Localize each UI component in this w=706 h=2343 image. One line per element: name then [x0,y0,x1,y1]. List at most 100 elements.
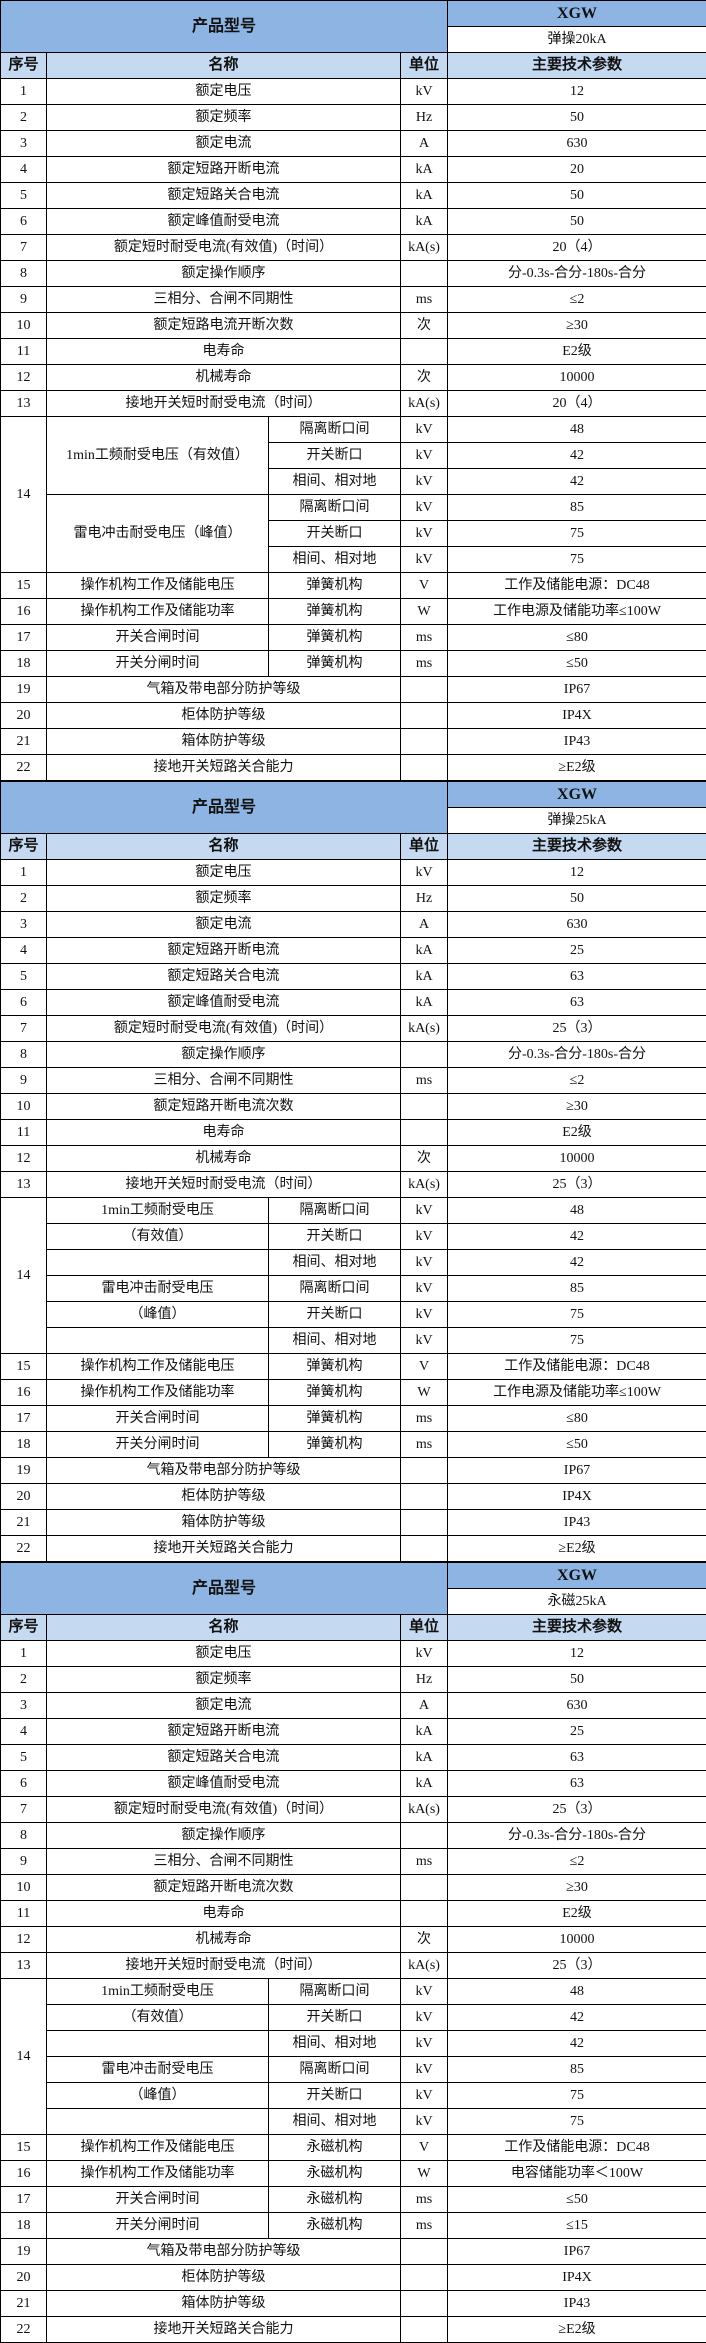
param-unit: kV [401,860,448,886]
param-unit: kA [401,1745,448,1771]
row-number: 20 [1,1484,47,1510]
model-name: XGW [448,1,706,27]
param-name: 额定峰值耐受电流 [47,209,401,235]
param-unit: kA(s) [401,1797,448,1823]
param-value: 63 [448,1745,706,1771]
row-number: 13 [1,1172,47,1198]
param-unit [401,1120,448,1146]
param-sub-name: 相间、相对地 [269,469,401,495]
row-number: 16 [1,2161,47,2187]
row-number: 2 [1,105,47,131]
param-sub-name: 开关断口 [269,443,401,469]
row-number: 16 [1,599,47,625]
row-number: 15 [1,1354,47,1380]
param-name: 操作机构工作及储能电压 [47,1354,269,1380]
param-value: ≥E2级 [448,1536,706,1562]
mechanism-type: 弹簧机构 [269,1406,401,1432]
param-name: 额定短路电流开断次数 [47,313,401,339]
param-unit: kV [401,495,448,521]
param-value: 分-0.3s-合分-180s-合分 [448,261,706,287]
param-value: 75 [448,1302,706,1328]
param-unit: Hz [401,1667,448,1693]
param-value: 10000 [448,1146,706,1172]
param-sub-name: 开关断口 [269,521,401,547]
row-number: 18 [1,1432,47,1458]
param-name: 操作机构工作及储能电压 [47,2135,269,2161]
param-unit [401,2317,448,2343]
row-number: 22 [1,2317,47,2343]
row-number: 6 [1,990,47,1016]
param-unit [401,2265,448,2291]
column-header-row: 序号 名称 单位 主要技术参数 [1,53,706,79]
mechanism-type: 弹簧机构 [269,1380,401,1406]
row-number: 13 [1,391,47,417]
row-number: 1 [1,860,47,886]
mechanism-type: 永磁机构 [269,2161,401,2187]
param-unit [401,755,448,781]
param-group-label: 雷电冲击耐受电压（峰值） [47,495,269,573]
param-value: IP43 [448,729,706,755]
row-number: 9 [1,287,47,313]
row-number: 6 [1,1771,47,1797]
param-name: 电寿命 [47,1901,401,1927]
param-sub-name: 隔离断口间 [269,1276,401,1302]
param-name: 箱体防护等级 [47,2291,401,2317]
param-name: 额定短路关合电流 [47,964,401,990]
model-variant: 弹操25kA [448,808,706,834]
param-value: 42 [448,469,706,495]
model-label: 产品型号 [1,1563,448,1615]
column-header-value: 主要技术参数 [448,1615,706,1641]
param-unit: kV [401,547,448,573]
row-number: 12 [1,365,47,391]
column-header-value: 主要技术参数 [448,53,706,79]
param-unit: kA(s) [401,235,448,261]
param-group-label [47,1250,269,1276]
row-number: 11 [1,1901,47,1927]
mechanism-type: 弹簧机构 [269,651,401,677]
param-unit: kA [401,157,448,183]
param-value: 50 [448,886,706,912]
param-unit: kV [401,1224,448,1250]
param-unit [401,2291,448,2317]
param-unit [401,1458,448,1484]
row-number: 13 [1,1953,47,1979]
param-name: 开关分闸时间 [47,1432,269,1458]
param-name: 开关合闸时间 [47,1406,269,1432]
param-group-label: 1min工频耐受电压 [47,1979,269,2005]
mechanism-type: 永磁机构 [269,2135,401,2161]
param-name: 操作机构工作及储能功率 [47,2161,269,2187]
param-name: 三相分、合闸不同期性 [47,287,401,313]
param-name: 开关合闸时间 [47,2187,269,2213]
param-name: 额定峰值耐受电流 [47,990,401,1016]
param-value: IP67 [448,677,706,703]
param-value: 63 [448,964,706,990]
column-header-name: 名称 [47,1615,401,1641]
param-name: 电寿命 [47,339,401,365]
param-unit [401,1042,448,1068]
param-name: 额定操作顺序 [47,261,401,287]
param-sub-name: 隔离断口间 [269,495,401,521]
